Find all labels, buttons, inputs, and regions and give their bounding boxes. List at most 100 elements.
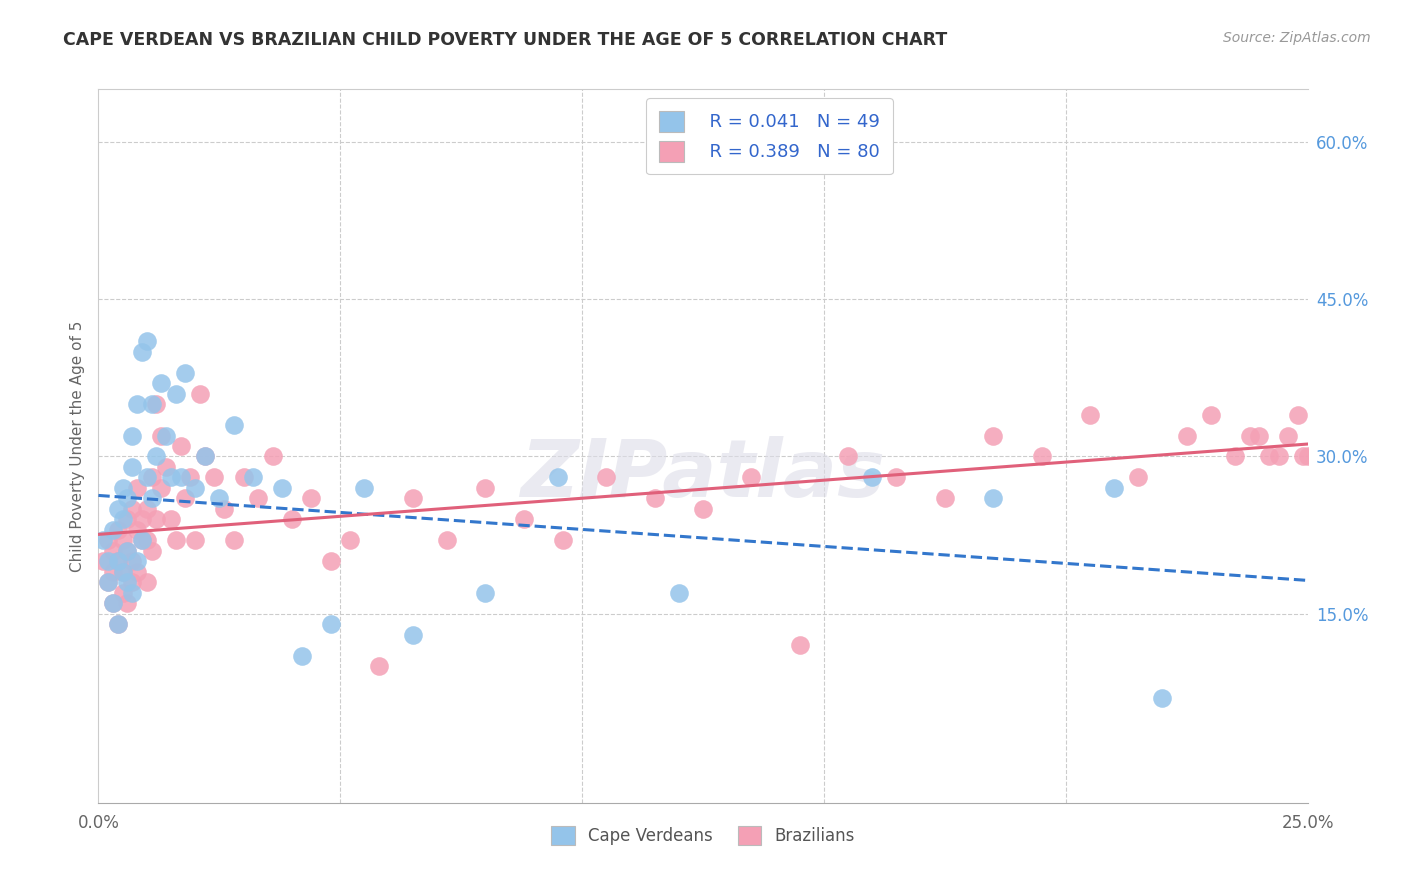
Point: [551, 533, 574, 548]
Point: [1239, 428, 1261, 442]
Point: [111, 565, 134, 579]
Point: [1223, 450, 1246, 464]
Point: [339, 533, 361, 548]
Point: [131, 344, 153, 359]
Point: [111, 586, 134, 600]
Point: [194, 450, 217, 464]
Point: [740, 470, 762, 484]
Point: [135, 334, 157, 348]
Point: [1296, 450, 1319, 464]
Point: [179, 470, 201, 484]
Point: [91, 533, 114, 548]
Point: [242, 470, 264, 484]
Point: [131, 512, 153, 526]
Point: [135, 502, 157, 516]
Point: [402, 491, 425, 506]
Point: [121, 460, 143, 475]
Point: [194, 450, 217, 464]
Point: [107, 554, 129, 568]
Point: [353, 481, 375, 495]
Point: [222, 533, 245, 548]
Point: [319, 617, 342, 632]
Point: [107, 617, 129, 632]
Point: [111, 533, 134, 548]
Point: [1078, 408, 1101, 422]
Point: [141, 544, 163, 558]
Point: [232, 470, 254, 484]
Point: [368, 659, 391, 673]
Point: [101, 596, 124, 610]
Point: [184, 481, 207, 495]
Point: [1128, 470, 1150, 484]
Point: [436, 533, 458, 548]
Point: [474, 481, 496, 495]
Point: [117, 596, 139, 610]
Point: [547, 470, 569, 484]
Point: [271, 481, 294, 495]
Point: [262, 450, 284, 464]
Point: [121, 575, 143, 590]
Point: [135, 575, 157, 590]
Point: [145, 450, 167, 464]
Point: [319, 554, 342, 568]
Y-axis label: Child Poverty Under the Age of 5: Child Poverty Under the Age of 5: [69, 320, 84, 572]
Point: [169, 439, 191, 453]
Point: [169, 470, 191, 484]
Point: [141, 491, 163, 506]
Point: [160, 470, 183, 484]
Point: [981, 491, 1004, 506]
Point: [155, 460, 177, 475]
Point: [860, 470, 883, 484]
Point: [174, 491, 197, 506]
Point: [165, 533, 187, 548]
Point: [145, 512, 167, 526]
Point: [160, 512, 183, 526]
Point: [247, 491, 270, 506]
Point: [165, 386, 187, 401]
Point: [117, 544, 139, 558]
Point: [474, 586, 496, 600]
Point: [1277, 428, 1299, 442]
Point: [127, 554, 149, 568]
Point: [174, 366, 197, 380]
Point: [299, 491, 322, 506]
Point: [1292, 450, 1315, 464]
Point: [101, 544, 124, 558]
Text: Source: ZipAtlas.com: Source: ZipAtlas.com: [1223, 31, 1371, 45]
Point: [121, 586, 143, 600]
Point: [150, 428, 173, 442]
Point: [1267, 450, 1289, 464]
Point: [1286, 408, 1309, 422]
Point: [127, 397, 149, 411]
Point: [1175, 428, 1198, 442]
Point: [208, 491, 231, 506]
Point: [135, 470, 157, 484]
Point: [131, 533, 153, 548]
Point: [121, 428, 143, 442]
Point: [121, 502, 143, 516]
Point: [789, 639, 811, 653]
Point: [595, 470, 617, 484]
Point: [692, 502, 714, 516]
Point: [188, 386, 211, 401]
Point: [117, 544, 139, 558]
Point: [107, 502, 129, 516]
Point: [97, 575, 120, 590]
Point: [127, 565, 149, 579]
Point: [127, 481, 149, 495]
Point: [97, 554, 120, 568]
Point: [290, 648, 312, 663]
Point: [127, 523, 149, 537]
Point: [141, 397, 163, 411]
Point: [981, 428, 1004, 442]
Point: [91, 554, 114, 568]
Point: [117, 491, 139, 506]
Point: [135, 533, 157, 548]
Point: [131, 533, 153, 548]
Point: [402, 628, 425, 642]
Point: [644, 491, 666, 506]
Point: [117, 512, 139, 526]
Point: [886, 470, 908, 484]
Point: [1249, 428, 1271, 442]
Point: [111, 512, 134, 526]
